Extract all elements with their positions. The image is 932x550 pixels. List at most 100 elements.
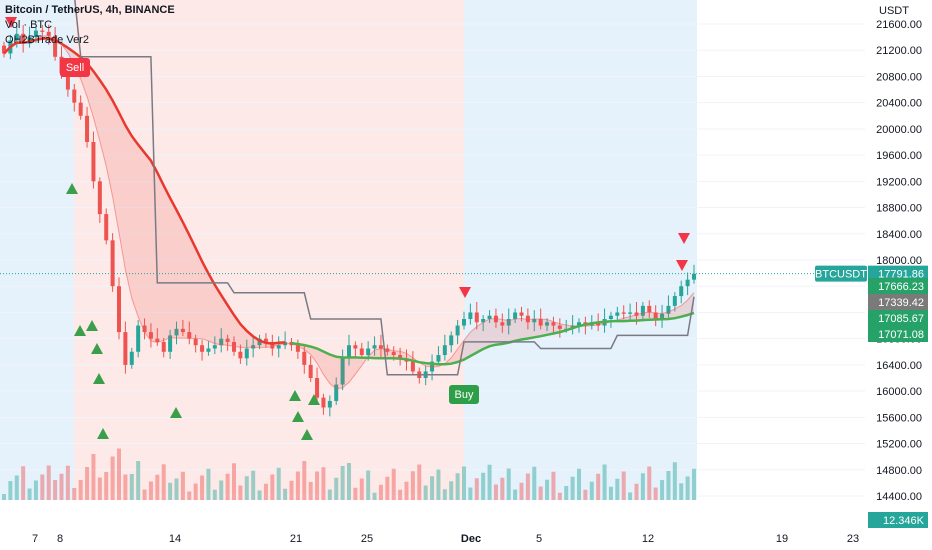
candle-body [97, 181, 102, 215]
candle-body [225, 338, 230, 342]
volume-bar [2, 494, 6, 500]
volume-bar [334, 477, 339, 500]
time-tick-label: 21 [290, 533, 302, 545]
candle-body [129, 351, 134, 365]
candle-body [672, 296, 677, 306]
volume-bar [589, 481, 594, 500]
candle-body [621, 312, 626, 314]
sell-signal-triangle [676, 260, 688, 271]
candle-body [596, 322, 601, 326]
candle-body [33, 30, 38, 38]
price-tick-label: 16000.00 [876, 386, 922, 398]
candle-body [193, 338, 198, 346]
volume-bar [500, 477, 505, 500]
candle-body [660, 313, 665, 319]
candle-body [410, 361, 415, 372]
volume-bar [251, 470, 256, 500]
candle-body [219, 338, 224, 346]
price-tick-label: 18400.00 [876, 229, 922, 241]
volume-bar [85, 467, 90, 500]
candle-body [455, 325, 460, 336]
candle-body [551, 322, 556, 326]
volume-bar [577, 468, 581, 500]
volume-bar [487, 464, 492, 500]
price-tick-label: 19600.00 [876, 150, 922, 162]
volume-bar [564, 486, 569, 500]
candle-body [123, 332, 128, 365]
price-tag-text: 17085.67 [878, 313, 924, 325]
volume-bar [315, 471, 320, 500]
candle-body [481, 319, 486, 323]
time-tick-label: 7 [32, 533, 38, 545]
volume-bar [545, 479, 550, 500]
volume-bar [685, 476, 690, 500]
sell-label-text: Sell [66, 62, 84, 74]
volume-bar [423, 485, 428, 500]
volume-bar [513, 489, 518, 500]
volume-bar [474, 478, 479, 500]
volume-bar [602, 464, 607, 500]
volume-tag-box [868, 512, 928, 528]
price-axis-unit: USDT [879, 5, 909, 17]
volume-bar [302, 461, 307, 500]
current-price-tag-box [868, 265, 928, 282]
price-tick-label: 14800.00 [876, 465, 922, 477]
volume-bar [570, 476, 575, 500]
volume-bar [270, 474, 275, 500]
volume-bar [59, 473, 64, 500]
candle-body [538, 319, 543, 326]
candle-body [263, 338, 268, 342]
slow-ma-red-line [3, 37, 286, 345]
volume-bar [398, 489, 403, 500]
symbol-tag-box [815, 265, 867, 282]
price-tag-box [868, 278, 928, 294]
symbol-title: Bitcoin / TetherUS, 4h, BINANCE [5, 4, 175, 16]
volume-bar [481, 472, 486, 500]
candle-body [21, 33, 26, 44]
volume-bar [666, 471, 671, 500]
buy-signal-triangle [301, 429, 313, 440]
candle-body [180, 328, 185, 333]
volume-bar [276, 467, 281, 500]
candle-body [244, 348, 249, 359]
time-tick-label: Dec [461, 533, 481, 545]
volume-bar [455, 473, 460, 500]
volume-bar [206, 468, 211, 500]
bg-zone-bull-right [464, 0, 697, 500]
time-tick-label: 14 [169, 533, 181, 545]
volume-bar [193, 483, 198, 500]
buy-signal-triangle [170, 407, 182, 418]
candle-body [462, 319, 466, 326]
candle-body [391, 351, 396, 356]
buy-signal-triangle [66, 183, 78, 194]
volume-bar [232, 463, 236, 500]
buy-signal-triangle [74, 325, 86, 336]
volume-bar [180, 471, 185, 500]
volume-bar [417, 464, 422, 500]
volume-bar [551, 471, 556, 500]
volume-bar [391, 468, 396, 500]
candle-body [474, 312, 479, 323]
price-tick-label: 20000.00 [876, 124, 922, 136]
candle-body [334, 384, 339, 401]
slow-ma-green-line [291, 311, 695, 366]
volume-bar [628, 492, 633, 500]
candle-body [340, 358, 345, 385]
indicator-label: OH2BTrade Ver2 [5, 34, 89, 46]
candle-body [251, 345, 256, 349]
price-tag-box [868, 310, 928, 326]
volume-bar [404, 481, 409, 500]
price-tick-label: 18800.00 [876, 203, 922, 215]
volume-bar [532, 466, 537, 500]
time-tick-label: 25 [361, 533, 373, 545]
candle-body [238, 351, 243, 359]
candle-body [104, 214, 109, 241]
volume-bar [353, 487, 358, 500]
candle-body [270, 341, 275, 349]
volume-bar [136, 461, 141, 500]
volume-bar [33, 480, 38, 500]
time-tick-label: 12 [642, 533, 654, 545]
candle-body [187, 332, 192, 339]
volume-bar [168, 482, 173, 500]
